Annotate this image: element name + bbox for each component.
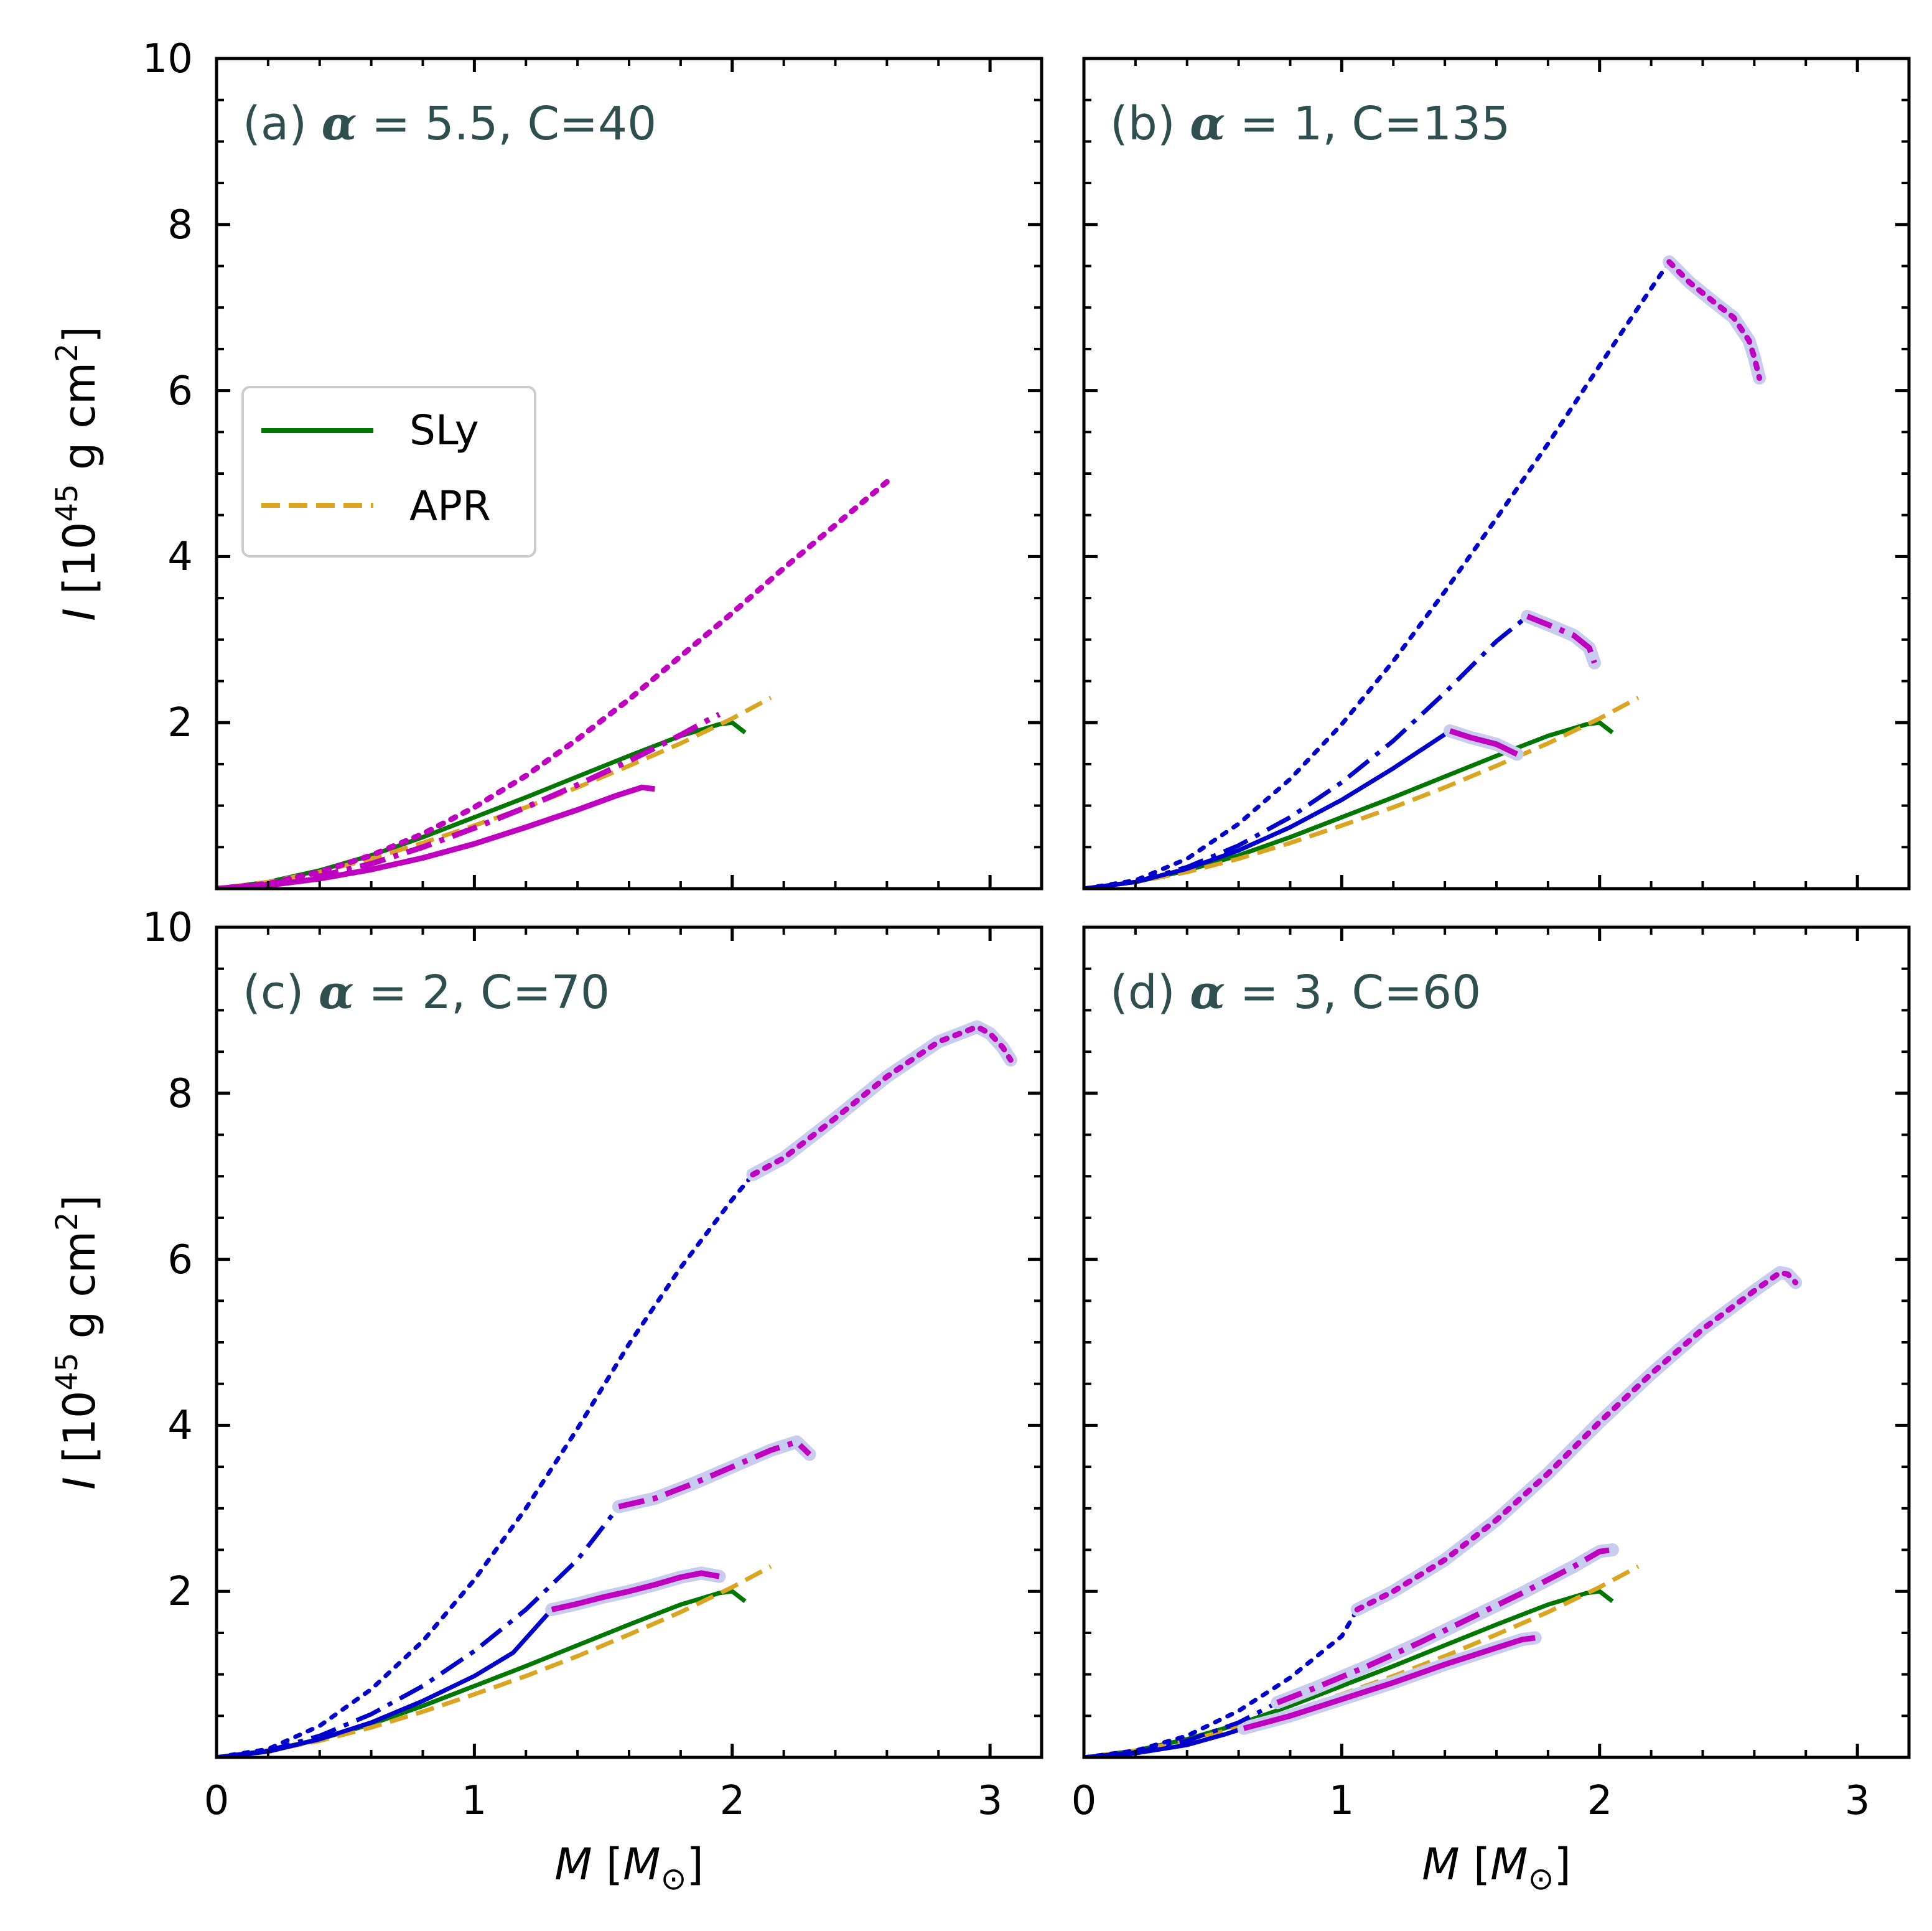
panel-c-xtick-3: 3 <box>978 1778 1003 1824</box>
panel-b-series-hadronic-dashdot <box>1084 614 1529 889</box>
panel-c-ytick-6: 6 <box>167 1237 193 1283</box>
panel-b-frame <box>1082 57 1911 891</box>
panel-c-title: (c) α = 2, C=70 <box>243 966 610 1019</box>
panel-c-ytick-2: 2 <box>167 1569 193 1615</box>
panel-c-xtick-0: 0 <box>204 1778 230 1824</box>
panel-a-title: (a) α = 5.5, C=40 <box>243 97 656 151</box>
panel-d-frame <box>1082 925 1911 1759</box>
panel-d-series-hadronic-dashdot <box>1084 1700 1279 1757</box>
panel-a-ytick-10: 10 <box>142 36 193 82</box>
panel-d-title: (d) α = 3, C=60 <box>1110 966 1481 1019</box>
legend: SLy APR <box>241 386 536 558</box>
panel-a-series-hybrid-dashdot <box>217 711 721 889</box>
panel-a-marks <box>217 479 890 889</box>
panel-d-xtick-0: 0 <box>1071 1778 1097 1824</box>
panel-a-frame <box>215 57 1043 891</box>
panel-c-ylabel: I [1045 g cm2] <box>50 1195 105 1490</box>
panel-b-series-APR <box>1096 696 1640 889</box>
panel-a-ytick-4: 4 <box>167 534 193 580</box>
panel-d-xtick-3: 3 <box>1845 1778 1870 1824</box>
panel-c-series-hadronic-dotted <box>217 1172 755 1757</box>
panel-d-marks <box>1084 1266 1803 1757</box>
panel-d-xtick-1: 1 <box>1329 1778 1355 1824</box>
panel-c-ytick-10: 10 <box>142 905 193 951</box>
panel-b-title: (b) α = 1, C=135 <box>1110 97 1510 151</box>
panel-c-ytick-8: 8 <box>167 1071 193 1117</box>
panel-d: (d) α = 3, C=60 0 1 2 3 M [M⊙] <box>1071 925 1911 1897</box>
panel-d-series-hybrid-dotted <box>1354 1269 1799 1612</box>
panel-a-ytick-8: 8 <box>167 202 193 248</box>
panel-a-ytick-6: 6 <box>167 368 193 414</box>
panel-d-xtick-2: 2 <box>1587 1778 1613 1824</box>
panel-c-frame <box>215 925 1043 1759</box>
panel-b-marks <box>1084 255 1766 889</box>
panel-b: (b) α = 1, C=135 <box>1082 57 1911 891</box>
panel-b-series-hybrid-solid <box>1449 728 1519 757</box>
panel-b-series-hybrid-dashdot <box>1526 614 1597 664</box>
svg-text:I [1045 g cm2]: I [1045 g cm2] <box>50 1195 105 1490</box>
panel-a-ylabel: I [1045 g cm2] <box>50 326 105 621</box>
panel-b-series-hadronic-dotted <box>1084 259 1672 889</box>
panel-c-xtick-1: 1 <box>462 1778 487 1824</box>
panel-c-series-hybrid-dashdot <box>618 1439 812 1510</box>
panel-d-series-hadronic-solid <box>1084 1726 1244 1757</box>
svg-text:I [1045 g cm2]: I [1045 g cm2] <box>50 326 105 621</box>
panel-c-marks <box>217 1020 1017 1757</box>
panel-d-series-hybrid-solid <box>1243 1635 1536 1731</box>
panel-c-ytick-4: 4 <box>167 1403 193 1449</box>
panel-d-series-hadronic-dotted <box>1084 1607 1360 1757</box>
panel-c-series-hybrid-dotted <box>750 1024 1014 1177</box>
panel-a-series-hybrid-dotted <box>217 479 890 889</box>
legend-frame <box>241 386 536 558</box>
panel-a: (a) α = 5.5, C=40 2 4 6 8 10 I [1045 g c… <box>50 36 1043 891</box>
panel-d-series-hybrid-dashdot <box>1276 1547 1613 1706</box>
panel-c: (c) α = 2, C=70 2 4 6 8 10 0 1 2 3 I [10… <box>50 905 1043 1897</box>
panel-c-xlabel: M [M⊙] <box>554 1839 704 1897</box>
panel-c-series-hadronic-dashdot <box>217 1505 621 1757</box>
panel-b-series-hybrid-dotted <box>1666 259 1763 381</box>
legend-label-apr: APR <box>409 482 491 530</box>
panel-a-ytick-2: 2 <box>167 700 193 746</box>
panel-d-xlabel: M [M⊙] <box>1422 1839 1571 1897</box>
panel-c-series-hybrid-solid <box>551 1570 720 1612</box>
legend-label-sly: SLy <box>409 406 479 454</box>
panel-c-xtick-2: 2 <box>720 1778 745 1824</box>
